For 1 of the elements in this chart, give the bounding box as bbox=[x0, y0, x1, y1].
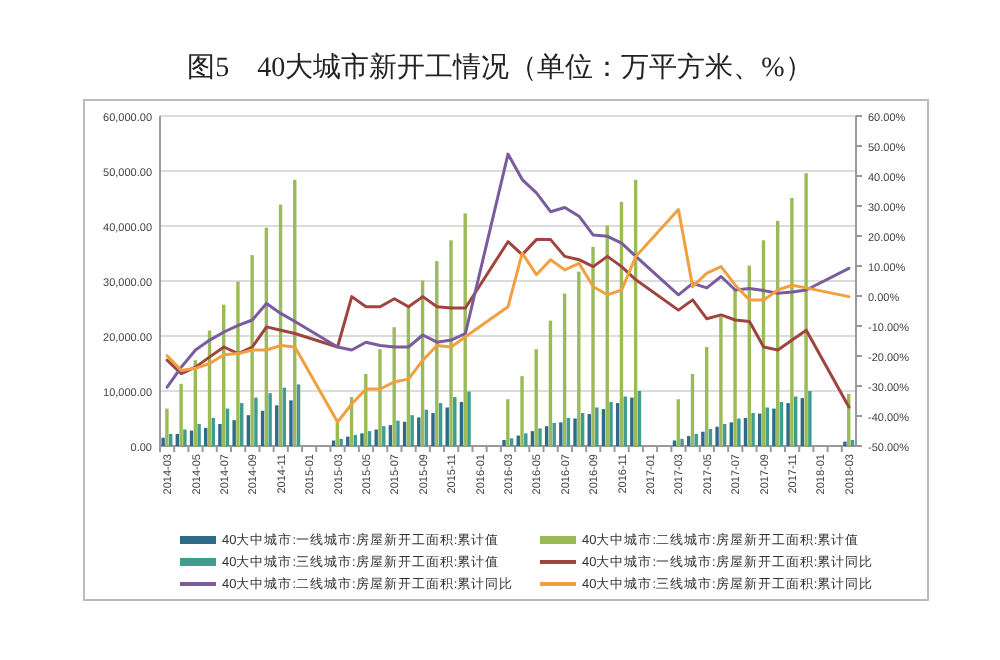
chart-title: 图5 40大城市新开工情况（单位：万平方米、%） bbox=[187, 52, 813, 84]
